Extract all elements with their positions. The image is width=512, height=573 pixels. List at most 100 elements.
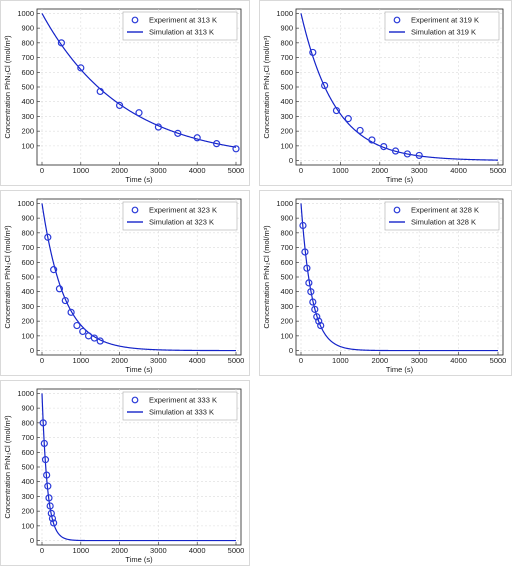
chart-panel-333k: 0 1000 2000 3000 4000 5000 0 100 200 300 400 500 600… xyxy=(0,380,250,566)
y-tick-label: 200 xyxy=(21,317,34,326)
y-tick-label: 800 xyxy=(21,418,34,427)
y-tick-label: 200 xyxy=(21,127,34,136)
x-tick-label: 2000 xyxy=(111,356,128,365)
experiment-point xyxy=(403,150,411,158)
chart-panel-323k: 0 1000 2000 3000 4000 5000 0 100 200 300 400 500 600… xyxy=(0,190,250,376)
y-tick-label: 400 xyxy=(280,287,293,296)
y-tick-label: 400 xyxy=(280,97,293,106)
experiment-point xyxy=(415,151,423,160)
x-axis-label: Time (s) xyxy=(125,555,153,564)
x-tick-label: 0 xyxy=(299,166,303,175)
y-tick-label: 600 xyxy=(21,448,34,457)
experiment-point xyxy=(44,233,52,241)
y-tick-label: 900 xyxy=(280,214,293,223)
y-tick-label: 1000 xyxy=(17,9,34,18)
experiment-point xyxy=(90,334,98,342)
y-tick-label: 100 xyxy=(21,141,34,150)
y-tick-label: 100 xyxy=(21,521,34,530)
y-tick-label: 900 xyxy=(21,24,34,33)
x-tick-label: 4000 xyxy=(189,166,206,175)
experiment-point xyxy=(39,419,47,427)
x-axis-label: Time (s) xyxy=(386,365,414,374)
experiment-point xyxy=(41,456,50,464)
legend-marker-icon xyxy=(131,206,139,214)
y-tick-label: 500 xyxy=(21,273,34,282)
y-tick-label: 700 xyxy=(280,243,293,252)
legend-marker-icon xyxy=(131,396,139,404)
legend-box xyxy=(122,201,238,231)
y-tick-label: 900 xyxy=(280,24,293,33)
experiment-point xyxy=(332,106,341,115)
experiment-point xyxy=(48,514,57,523)
y-tick-label: 300 xyxy=(280,112,293,121)
x-tick-label: 1000 xyxy=(72,356,89,365)
y-tick-label: 700 xyxy=(21,53,34,62)
y-tick-label: 800 xyxy=(21,38,34,47)
y-axis-label: Concentration PhN₂Cl (mol/m³) xyxy=(3,225,12,329)
experiment-point xyxy=(307,288,315,296)
experiment-point xyxy=(301,248,309,256)
y-tick-label: 100 xyxy=(21,331,34,340)
simulation-line xyxy=(300,13,499,161)
y-tick-label: 900 xyxy=(21,214,34,223)
x-tick-label: 0 xyxy=(40,546,44,555)
experiment-point xyxy=(299,221,307,230)
x-tick-label: 0 xyxy=(40,166,44,175)
legend-label-simulation: Simulation at 319 K xyxy=(411,28,476,37)
y-tick-label: 800 xyxy=(280,38,293,47)
experiment-point xyxy=(309,298,317,306)
experiment-point xyxy=(344,115,352,123)
y-axis-label: Concentration PhN₂Cl (mol/m³) xyxy=(262,35,271,139)
x-tick-label: 2000 xyxy=(111,546,128,555)
x-tick-label: 4000 xyxy=(189,546,206,555)
x-tick-label: 0 xyxy=(40,356,44,365)
experiment-point xyxy=(315,317,323,325)
x-tick-label: 1000 xyxy=(332,166,349,175)
x-axis-label: Time (s) xyxy=(125,365,153,374)
experiment-point xyxy=(77,64,85,72)
y-tick-label: 200 xyxy=(280,317,293,326)
x-tick-label: 4000 xyxy=(189,356,206,365)
y-tick-label: 100 xyxy=(280,141,293,150)
experiment-point xyxy=(368,136,376,144)
legend-label-experiment: Experiment at 323 K xyxy=(149,206,217,215)
legend-label-simulation: Simulation at 323 K xyxy=(149,218,214,227)
legend-label-simulation: Simulation at 333 K xyxy=(149,408,214,417)
experiment-point xyxy=(317,321,325,330)
simulation-line xyxy=(41,203,236,352)
y-tick-label: 300 xyxy=(280,302,293,311)
y-tick-label: 1000 xyxy=(17,389,34,398)
experiment-point xyxy=(174,129,182,137)
y-axis-label: Concentration PhN₂Cl (mol/m³) xyxy=(262,225,271,329)
x-tick-label: 4000 xyxy=(450,356,467,365)
chart-panel-313k: 0 1000 2000 3000 4000 5000 100 200 300 400 500 600 7… xyxy=(0,0,250,186)
experiment-point xyxy=(45,494,53,502)
chart-panel-319k: 0 1000 2000 3000 4000 5000 0 100 200 300 400 500 600… xyxy=(259,0,512,186)
experiment-point xyxy=(43,471,51,479)
x-tick-label: 3000 xyxy=(150,166,167,175)
x-tick-label: 5000 xyxy=(228,546,245,555)
x-tick-label: 3000 xyxy=(150,546,167,555)
experiment-point xyxy=(311,305,319,313)
legend-box xyxy=(384,11,500,41)
x-tick-label: 0 xyxy=(299,356,303,365)
legend-label-experiment: Experiment at 333 K xyxy=(149,396,217,405)
legend-label-simulation: Simulation at 328 K xyxy=(411,218,476,227)
simulation-line xyxy=(300,203,498,352)
chart-panel-328k: 0 1000 2000 3000 4000 5000 0 100 200 300 400 500 600… xyxy=(259,190,512,376)
legend-label-experiment: Experiment at 319 K xyxy=(411,16,479,25)
x-tick-label: 2000 xyxy=(371,166,388,175)
experiment-point xyxy=(57,39,66,47)
experiment-point xyxy=(47,509,55,517)
y-axis-label: Concentration PhN₂Cl (mol/m³) xyxy=(3,415,12,519)
x-tick-label: 5000 xyxy=(490,356,507,365)
y-axis-label: Concentration PhN₂Cl (mol/m³) xyxy=(3,35,12,139)
legend-marker-icon xyxy=(393,16,401,24)
chart-svg-2: 0 1000 2000 3000 4000 5000 0 100 200 300 400 500 600… xyxy=(3,198,244,374)
x-tick-label: 3000 xyxy=(411,356,428,365)
y-tick-label: 700 xyxy=(21,243,34,252)
experiment-point xyxy=(46,502,54,510)
chart-svg-1: 0 1000 2000 3000 4000 5000 0 100 200 300 400 500 600… xyxy=(262,8,506,184)
x-tick-label: 2000 xyxy=(111,166,128,175)
experiment-point xyxy=(391,147,400,155)
